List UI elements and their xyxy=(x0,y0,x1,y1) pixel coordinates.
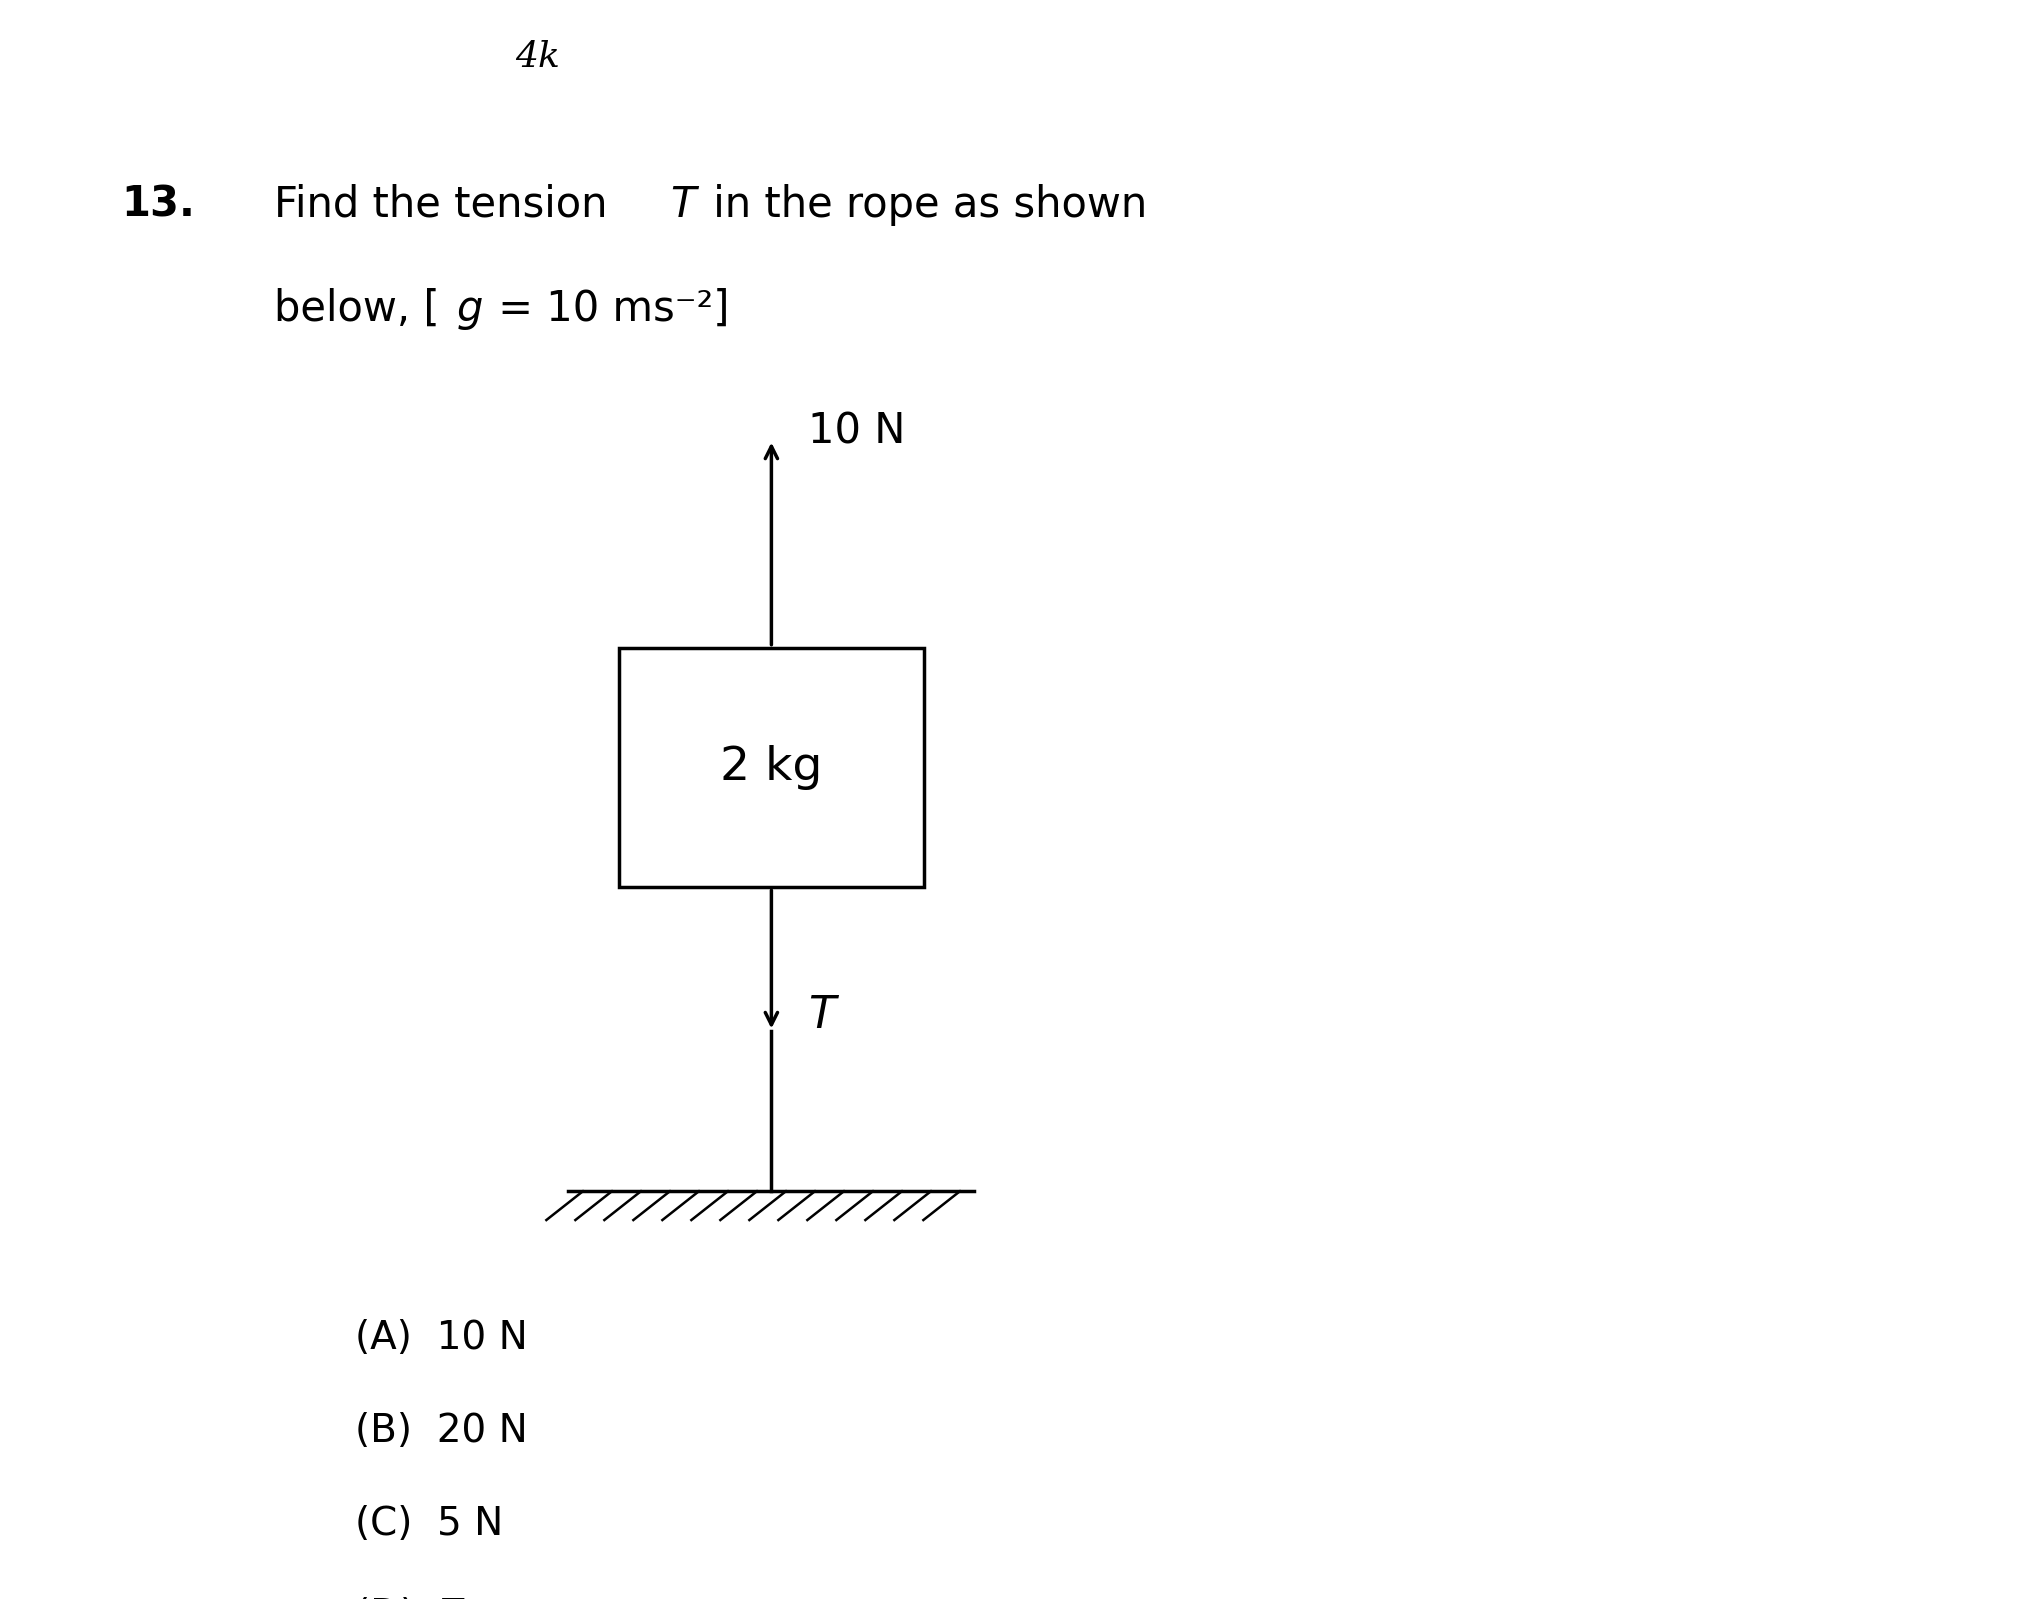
Text: 4k: 4k xyxy=(516,40,560,74)
Bar xyxy=(619,648,924,887)
Text: Find the tension: Find the tension xyxy=(274,184,621,225)
Text: 10 N: 10 N xyxy=(808,411,905,453)
Text: in the rope as shown: in the rope as shown xyxy=(700,184,1147,225)
Text: below, [: below, [ xyxy=(274,288,441,329)
Text: (D)  Zero: (D) Zero xyxy=(355,1597,530,1599)
Text: 13.: 13. xyxy=(122,184,195,225)
Text: (A)  10 N: (A) 10 N xyxy=(355,1319,528,1358)
Text: = 10 ms⁻²]: = 10 ms⁻²] xyxy=(485,288,729,329)
Text: g: g xyxy=(457,288,483,329)
Text: (B)  20 N: (B) 20 N xyxy=(355,1412,528,1450)
Text: T: T xyxy=(808,995,834,1036)
Text: T: T xyxy=(670,184,694,225)
Text: 2 kg: 2 kg xyxy=(721,745,822,790)
Text: (C)  5 N: (C) 5 N xyxy=(355,1505,503,1543)
